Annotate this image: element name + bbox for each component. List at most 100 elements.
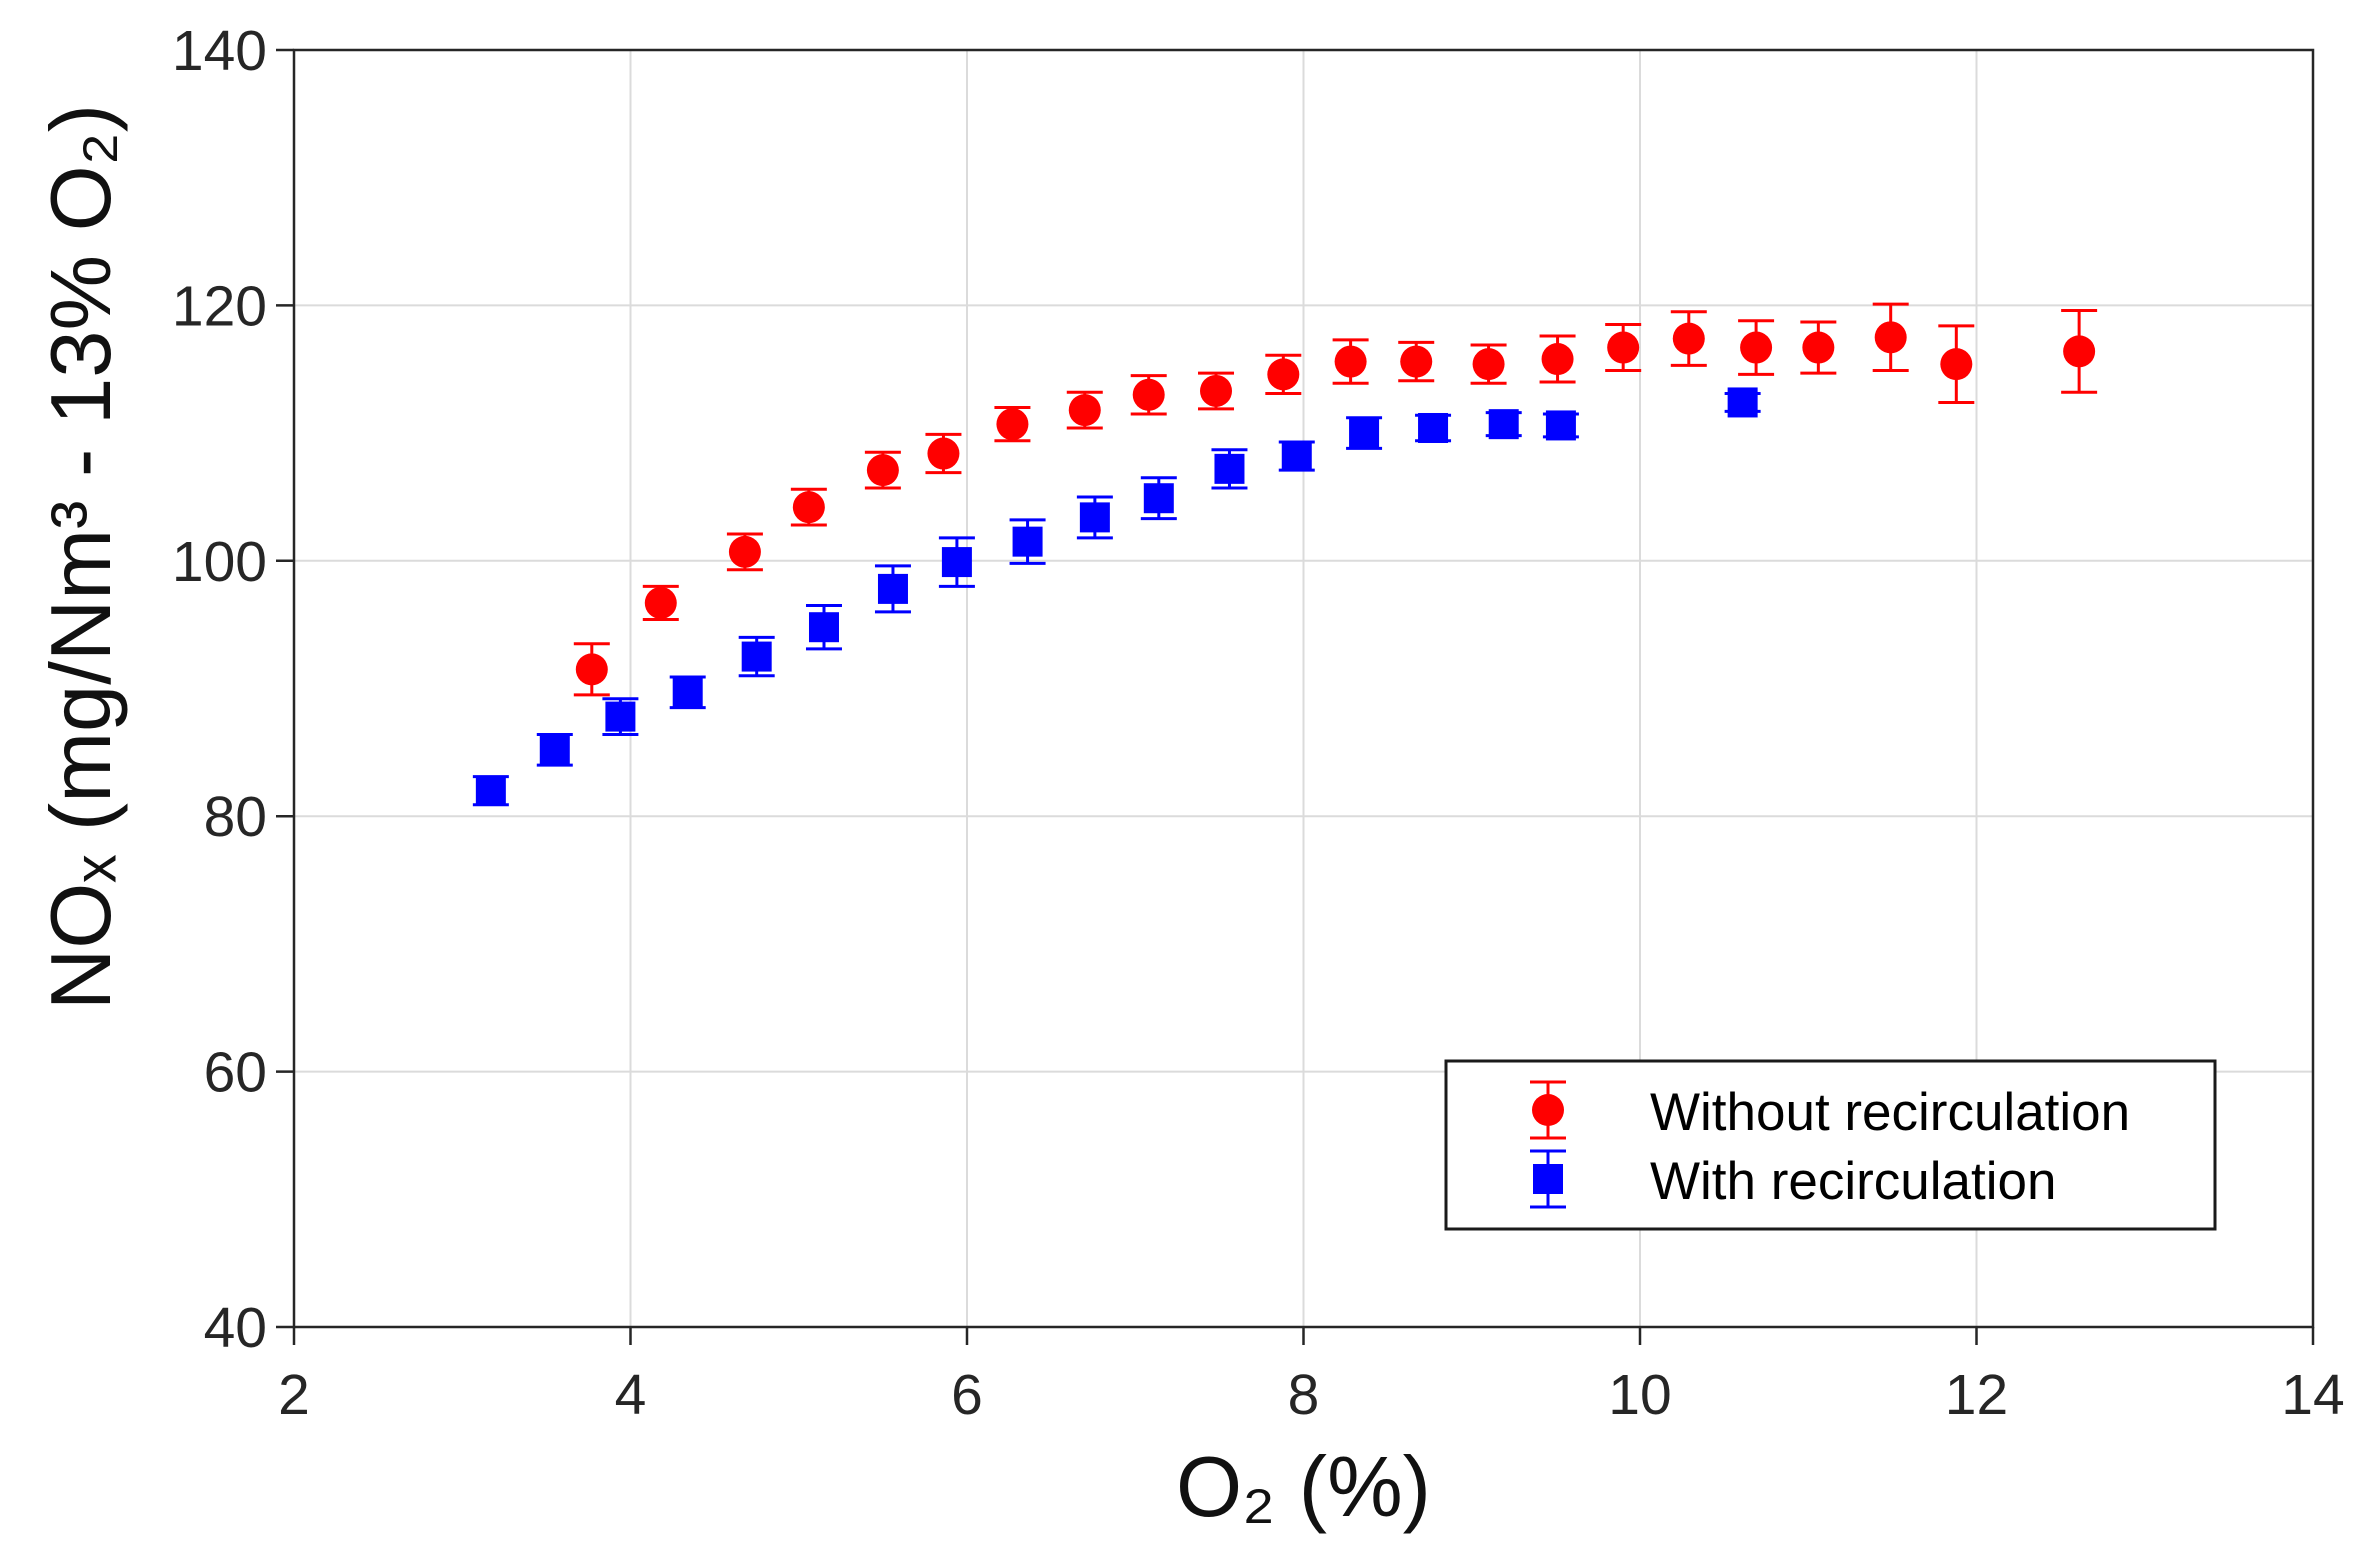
marker-square [1418,412,1449,443]
data-point [1605,323,1642,373]
marker-circle [575,653,608,686]
series-without-recirculation [573,302,2098,697]
marker-square [1079,502,1110,533]
data-point [805,603,842,651]
legend-box [1444,1059,2217,1231]
data-point [790,487,827,527]
data-point [1470,343,1507,385]
data-point [1485,409,1522,440]
data-point [925,432,962,475]
marker-circle [1472,348,1505,381]
data-point [573,642,610,697]
data-point [1076,495,1113,540]
data-point [874,564,911,614]
data-point [1539,334,1576,384]
x-tick-label: 14 [2281,1363,2344,1427]
marker-square [672,677,703,708]
data-point [1530,1149,1566,1209]
x-tick-label: 6 [951,1363,983,1427]
legend: Without recirculation With recirculation [1444,1059,2217,1231]
marker-circle [1532,1094,1564,1126]
data-point [1872,302,1909,373]
marker-circle [1541,343,1574,376]
x-tick-label: 8 [1288,1363,1320,1427]
x-tick-label: 2 [278,1363,310,1427]
marker-square [808,612,839,643]
marker-circle [728,535,761,568]
marker-square [1012,526,1043,557]
data-point [1066,390,1103,430]
marker-square [1533,1164,1563,1194]
marker-circle [2063,335,2096,368]
data-point [1332,338,1369,385]
data-point [726,532,763,572]
marker-circle [1400,345,1433,378]
marker-circle [1267,358,1300,391]
data-point [738,635,775,678]
marker-square [1281,441,1312,472]
y-tick-label: 60 [204,1041,267,1105]
marker-circle [1132,378,1165,411]
data-point [1800,320,1837,375]
marker-square [1214,453,1245,484]
data-point [1542,410,1579,441]
marker-square [1727,387,1758,418]
data-point [602,697,639,736]
data-point [536,732,573,767]
data-point [1938,324,1975,404]
x-tick-label: 10 [1608,1363,1671,1427]
data-point [1724,387,1761,418]
marker-square [605,701,636,732]
marker-square [741,641,772,672]
marker-square [941,547,972,578]
y-axis: 40 60 80 100 120 140 [172,19,294,1360]
data-point [1278,440,1315,472]
legend-label-with-recirculation: With recirculation [1650,1152,2056,1211]
legend-label-without-recirculation: Without recirculation [1650,1083,2130,1142]
marker-circle [866,454,899,487]
x-tick-label: 12 [1945,1363,2008,1427]
marker-square [539,734,570,765]
marker-circle [1200,374,1233,407]
data-point [1265,353,1302,396]
marker-circle [1334,345,1367,378]
marker-circle [1672,322,1705,355]
marker-circle [1940,348,1973,381]
legend-icon-without-recirculation [1530,1080,1566,1140]
data-point [1738,319,1775,376]
marker-square [1488,409,1519,440]
data-point [864,450,901,490]
data-point [1211,448,1248,490]
data-point [1398,340,1435,383]
y-axis-label: NOₓ (mg/Nm³ - 13% O₂) [34,104,129,1010]
marker-circle [1802,331,1835,364]
x-axis: 2 4 6 8 10 12 14 [278,1327,2345,1427]
marker-square [1143,483,1174,514]
y-tick-label: 40 [204,1296,267,1360]
marker-square [1545,410,1576,441]
marker-circle [644,586,677,619]
y-tick-label: 120 [172,274,267,338]
data-point [2061,309,2098,394]
data-point [1140,476,1177,521]
marker-circle [1740,331,1773,364]
legend-icon-with-recirculation [1530,1149,1566,1209]
data-point [1670,310,1707,367]
data-point [1130,374,1167,416]
data-point [1530,1080,1566,1140]
data-point [994,406,1031,443]
data-point [1198,371,1235,411]
data-point [472,775,509,807]
marker-circle [1874,321,1907,354]
marker-circle [1607,331,1640,364]
data-point [1346,416,1383,450]
marker-square [475,775,506,806]
data-point [938,536,975,588]
data-point [669,675,706,710]
marker-circle [1068,394,1101,427]
y-tick-label: 80 [204,785,267,849]
data-series [472,302,2098,807]
marker-circle [996,408,1029,441]
marker-square [1349,418,1380,449]
